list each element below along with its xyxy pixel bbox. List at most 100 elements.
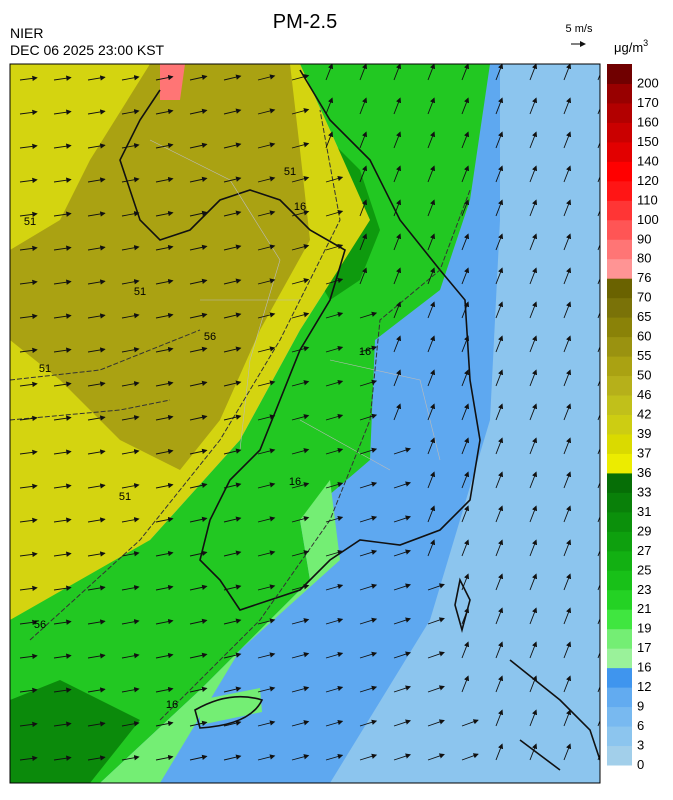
wind-arrow [597, 175, 600, 183]
wind-arrow [155, 244, 174, 251]
contour-label: 51 [134, 286, 146, 298]
wind-arrow [461, 719, 479, 727]
wind-arrow [461, 131, 470, 149]
wind-arrow [495, 403, 504, 421]
high-spot [160, 64, 185, 100]
wind-arrow [121, 755, 140, 761]
wind-arrow [325, 583, 344, 591]
wind-arrow [495, 437, 504, 455]
wind-arrow [19, 279, 38, 286]
wind-arrow [461, 369, 470, 387]
wind-arrow [155, 754, 174, 761]
wind-arrow [427, 97, 436, 115]
colorbar-label: 150 [637, 134, 659, 149]
wind-arrow [53, 619, 72, 625]
wind-arrow [19, 687, 38, 694]
wind-arrow [291, 244, 310, 251]
wind-arrow [53, 245, 72, 251]
colorbar-band [607, 258, 632, 279]
colorbar-label: 110 [637, 192, 658, 207]
wind-arrow [53, 517, 72, 523]
colorbar-band [607, 628, 632, 649]
wind-arrow [597, 753, 600, 761]
wind-arrow [257, 618, 276, 625]
wind-arrow [257, 652, 276, 659]
wind-arrow [325, 753, 344, 761]
wind-arrow [359, 549, 378, 557]
wind-arrow [257, 516, 276, 523]
wind-arrow [223, 380, 242, 387]
wind-arrow [495, 64, 504, 81]
wind-arrow [495, 267, 504, 285]
wind-arrow [291, 550, 310, 557]
wind-arrow [121, 177, 140, 183]
wind-arrow [291, 346, 310, 353]
wind-arrow [291, 754, 310, 761]
wind-arrow [359, 345, 378, 353]
contours [10, 109, 471, 721]
colorbar-label: 29 [637, 523, 651, 538]
wind-arrow [325, 651, 344, 659]
wind-arrow [529, 505, 538, 523]
wind-arrow [291, 448, 310, 455]
wind-arrow [257, 754, 276, 761]
wind-arrow [87, 313, 106, 319]
wind-arrow [189, 210, 208, 217]
wind-arrow [155, 74, 174, 81]
wind-arrow [223, 210, 242, 217]
wind-arrow [325, 311, 344, 319]
wind-arrow [291, 414, 310, 421]
wind-arrow [597, 413, 600, 421]
colorbar-label: 160 [637, 114, 659, 129]
wind-arrow [121, 517, 140, 523]
wind-arrow [427, 505, 436, 523]
wind-arrow [19, 347, 38, 354]
wind-arrow [155, 380, 174, 387]
wind-arrow [121, 449, 140, 455]
colorbar-band [607, 356, 632, 377]
wind-arrow [189, 720, 208, 727]
wind-arrow [495, 97, 504, 115]
colorbar-band [607, 609, 632, 630]
wind-arrow [597, 651, 600, 659]
wind-arrow [325, 243, 344, 251]
wind-arrow [393, 753, 412, 761]
wind-arrow [325, 685, 344, 693]
colorbar-label: 200 [637, 75, 659, 90]
wind-arrow [291, 176, 310, 183]
wind-arrow [529, 97, 538, 115]
wind-arrow [597, 515, 600, 523]
wind-arrow [223, 516, 242, 523]
colorbar-band [607, 453, 632, 474]
wind-arrow [155, 516, 174, 523]
wind-arrow [121, 415, 140, 421]
wind-arrow [495, 539, 504, 557]
wind-arrow [155, 618, 174, 625]
colorbar-band [607, 511, 632, 532]
colorbar-band [607, 648, 632, 669]
colorbar-label: 23 [637, 582, 651, 597]
wind-arrow [461, 335, 470, 353]
wind-arrow [121, 347, 140, 353]
wind-arrow [87, 653, 106, 659]
wind-arrow [359, 685, 378, 693]
wind-arrow [257, 210, 276, 217]
unit: μg/m3 [614, 38, 648, 55]
wind-arrow [461, 64, 470, 81]
colorbar-label: 55 [637, 348, 651, 363]
wind-arrow [121, 245, 140, 251]
wind-arrow [461, 199, 470, 217]
wind-arrow [87, 517, 106, 523]
wind-arrow [359, 379, 378, 387]
colorbar-band [607, 336, 632, 357]
olive-field [10, 64, 310, 470]
wind-arrow [291, 482, 310, 489]
colorbar-label: 76 [637, 270, 651, 285]
colorbar-label: 39 [637, 426, 651, 441]
wind-arrow [461, 97, 470, 115]
wind-arrow [121, 687, 140, 693]
wind-arrow [359, 97, 368, 115]
wind-arrow [155, 448, 174, 455]
wind-arrow [53, 687, 72, 693]
wind-arrow [87, 551, 106, 557]
